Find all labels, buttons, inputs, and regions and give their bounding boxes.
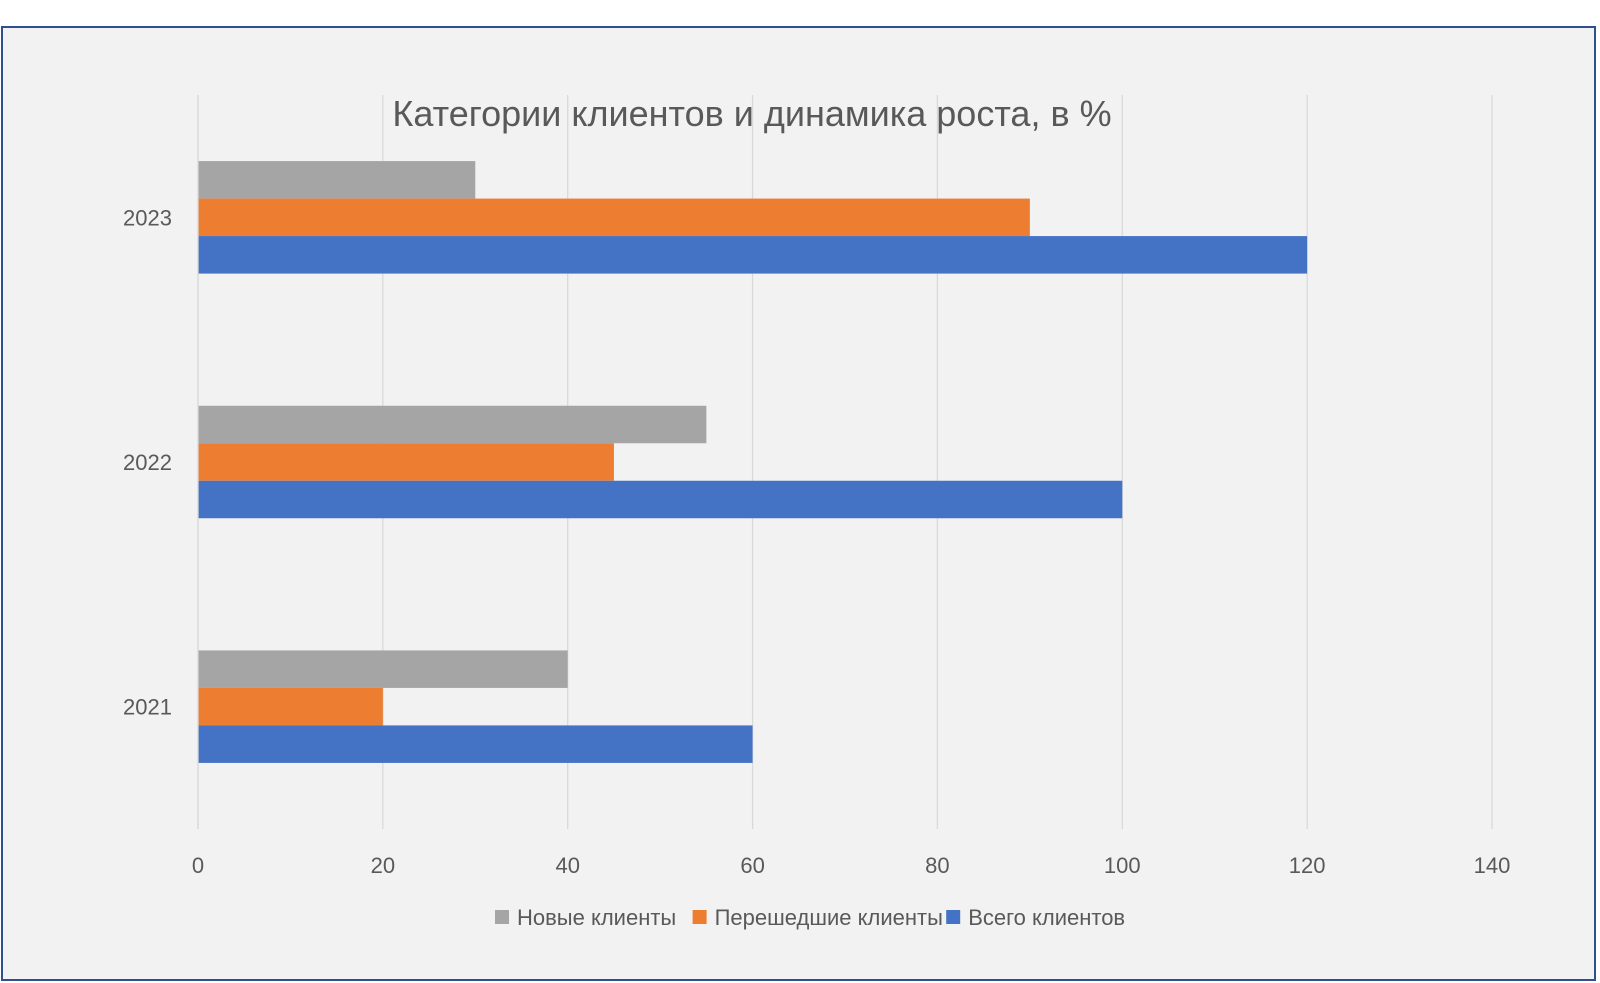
y-tick-label-2023: 2023 [123,205,172,230]
bar-2021-series-2 [198,687,383,726]
x-tick-label: 0 [192,853,204,878]
y-tick-label-2021: 2021 [123,695,172,720]
legend-label: Новые клиенты [517,905,676,930]
bars [198,161,1308,763]
x-tick-label: 120 [1289,853,1326,878]
bar-2021-series-1 [198,650,568,688]
x-tick-label: 80 [925,853,949,878]
x-tick-label: 140 [1474,853,1511,878]
legend: Новые клиенты Перешедшие клиенты Всего кли… [495,905,1125,930]
chart-title: Категории клиентов и динамика роста, в % [392,93,1111,134]
axes: 0 20 40 60 80 100 120 140 2021 2022 2023 [123,95,1510,878]
bar-2023-series-3 [198,236,1308,274]
legend-label: Всего клиентов [968,905,1125,930]
x-tick-label: 20 [371,853,395,878]
legend-item-2: Перешедшие клиенты [692,905,943,930]
legend-swatch [692,910,707,924]
x-tick-label: 100 [1104,853,1141,878]
bar-2023-series-1 [198,161,476,199]
legend-swatch [946,910,961,924]
x-tick-label: 40 [555,853,579,878]
legend-item-3: Всего клиентов [946,905,1125,930]
x-tick-label: 60 [740,853,764,878]
legend-swatch [495,910,509,924]
legend-label: Перешедшие клиенты [715,905,943,930]
bar-2022-series-1 [198,405,707,444]
bar-2022-series-3 [198,480,1123,519]
y-tick-label-2022: 2022 [123,450,172,475]
bar-2022-series-2 [198,443,614,481]
bar-2021-series-3 [198,725,753,763]
bar-2023-series-2 [198,198,1030,237]
legend-item-1: Новые клиенты [495,905,676,930]
